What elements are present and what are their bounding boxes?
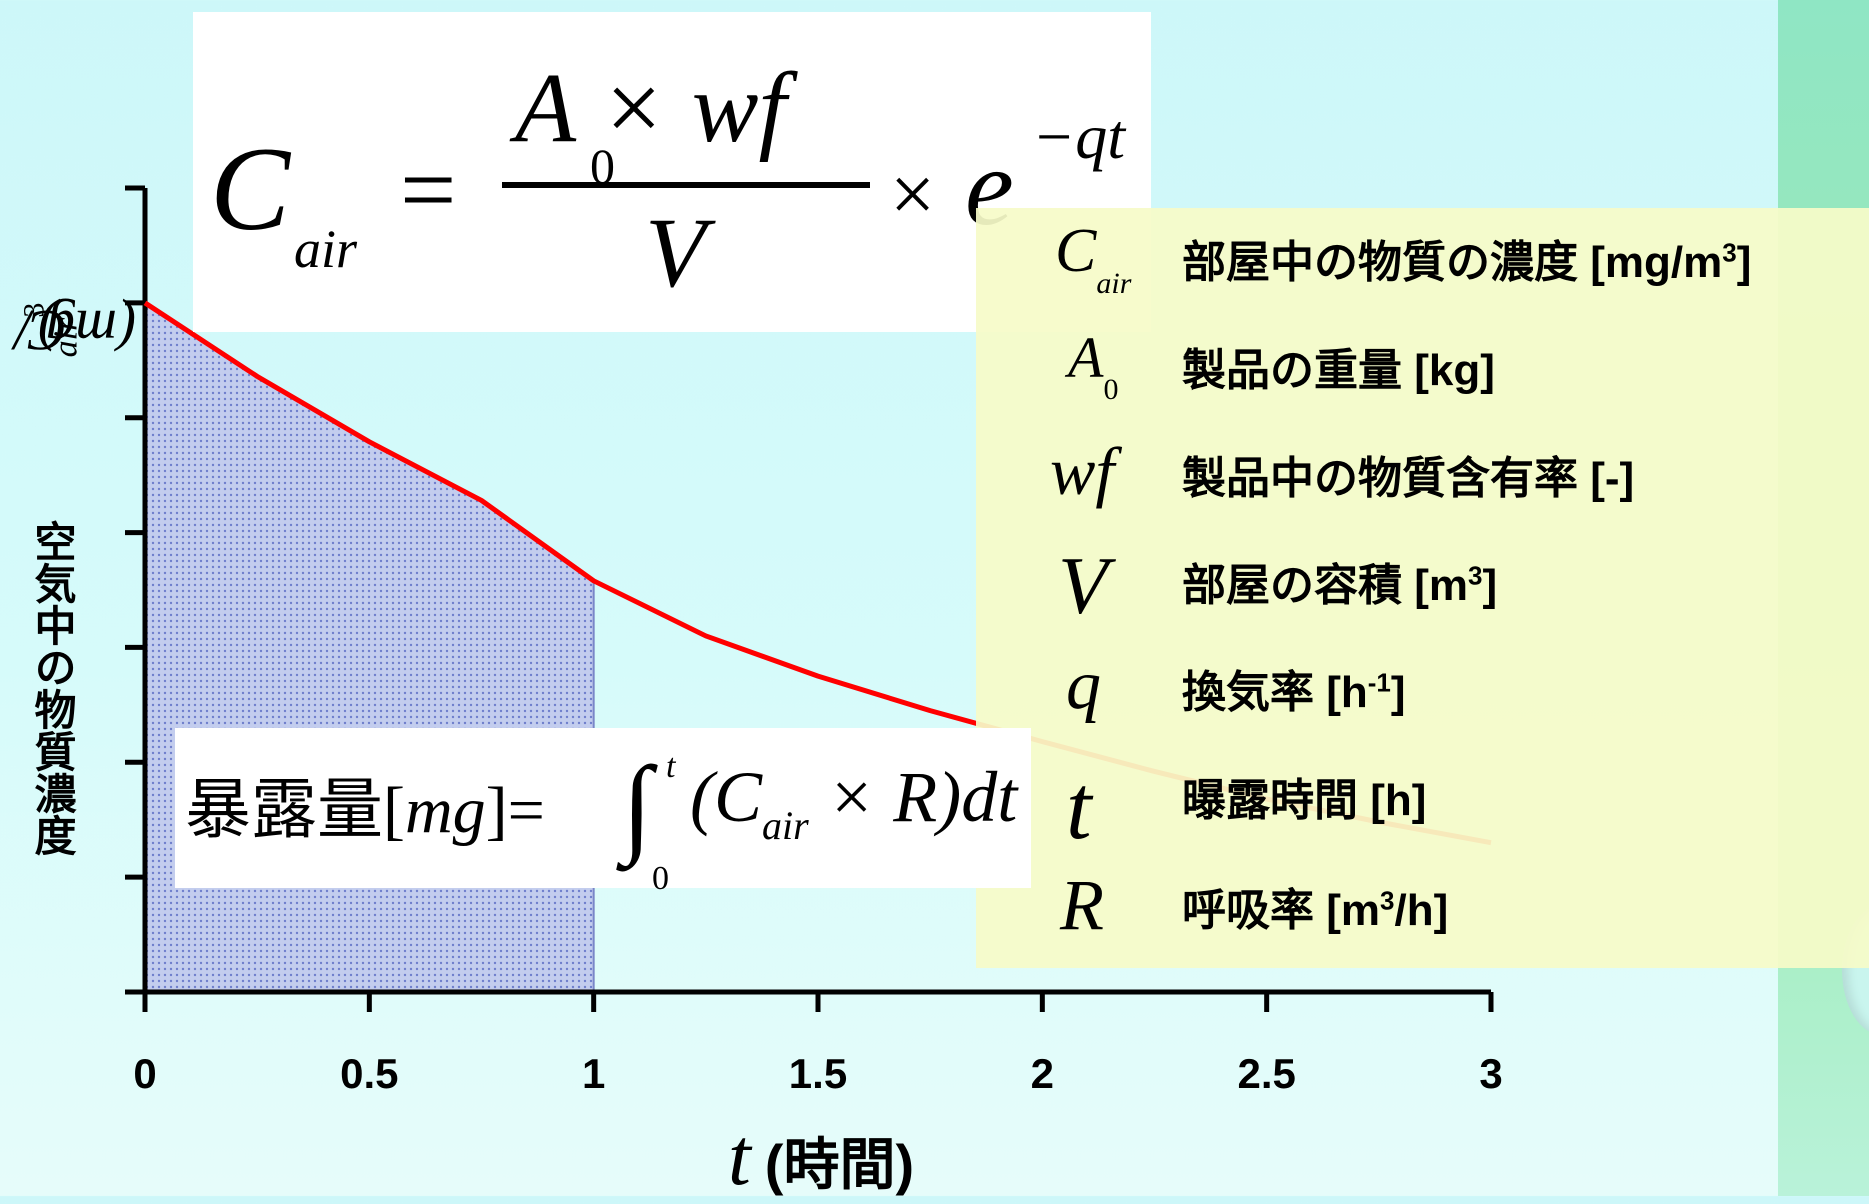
exposure-unit-open: [ [383, 774, 405, 847]
legend-symbol: V [1058, 539, 1108, 633]
legend-text-after: /h] [1394, 886, 1449, 935]
legend-text: 部屋の容積 [m [1182, 561, 1468, 610]
legend-symbol: q [1066, 646, 1101, 726]
legend-symbol: t [1066, 754, 1092, 860]
y-math-close: ) [38, 297, 58, 363]
x-tick-label: 2.5 [1237, 1050, 1295, 1097]
legend-description: 製品の重量 [kg] [1182, 334, 1495, 398]
y-axis-label-math: Cair(mg / m3) [0, 140, 137, 520]
y-math-unit: (mg / m [0, 297, 137, 363]
x-tick-label: 1 [582, 1050, 605, 1097]
legend-symbol-main: V [1058, 540, 1109, 631]
legend-text-sup: -1 [1367, 667, 1391, 698]
legend-text: 呼吸率 [m [1182, 886, 1380, 935]
formula-eq: = [400, 134, 457, 245]
x-tick-label: 0.5 [340, 1050, 398, 1097]
x-tick-labels: 0 0.5 1 1.5 2 2.5 3 [133, 1050, 1502, 1097]
legend-symbol-main: R [1060, 865, 1104, 945]
legend-symbol-sub: air [1096, 267, 1132, 300]
integrand-end: dt [961, 757, 1018, 837]
exposure-formula-lhs: 暴露量[mg]= [185, 756, 545, 852]
exposure-integrand: (Cair × R)dt [690, 756, 1018, 848]
legend-text-after: ] [1482, 561, 1498, 610]
legend-description: 曝露時間 [h] [1182, 764, 1426, 828]
legend-description: 部屋中の物質の濃度 [mg/m3] [1182, 226, 1751, 290]
axes-group [125, 185, 1494, 1012]
legend-symbol: Cair [1055, 216, 1131, 300]
exposure-eq: = [507, 774, 545, 847]
exposure-unit: mg [404, 774, 486, 847]
formula-exponent: −qt [1032, 101, 1125, 172]
legend-symbol-main: A [1068, 325, 1104, 390]
x-tick-label: 1.5 [789, 1050, 847, 1097]
exposure-area-group [145, 302, 595, 992]
legend-symbol-main: wf [1050, 433, 1115, 509]
legend-symbol: R [1060, 864, 1104, 947]
integral-upper: t [666, 748, 676, 785]
formula-times: × [890, 151, 936, 239]
exposure-label: 暴露量 [185, 774, 383, 847]
legend-text-sup: 3 [1722, 237, 1737, 268]
formula-numerator: A × wf [515, 52, 787, 163]
formula-lhs-sub: air [294, 219, 358, 279]
x-axis-label: t (時間) [728, 1110, 914, 1204]
fraction-bar [502, 182, 870, 188]
legend-symbol-main: t [1066, 756, 1092, 858]
integrand-open: (C [690, 757, 762, 837]
x-axis-text: (時間) [764, 1133, 915, 1196]
integral-lower: 0 [652, 860, 669, 897]
legend-text-after: ] [1736, 238, 1752, 287]
x-axis-symbol: t [728, 1111, 751, 1202]
legend-text: 換気率 [h [1182, 668, 1368, 717]
exposure-area [145, 302, 594, 992]
integrand-sub: air [762, 803, 809, 848]
integral-sign: ∫ [622, 744, 653, 866]
legend-symbol-main: C [1055, 217, 1097, 285]
x-tick-label: 2 [1031, 1050, 1054, 1097]
legend-symbol: wf [1050, 432, 1114, 511]
legend-description: 部屋の容積 [m3] [1182, 549, 1497, 613]
legend-text: 部屋中の物質の濃度 [mg/m [1182, 238, 1723, 287]
formula-denominator: V [645, 197, 707, 308]
legend-box [976, 208, 1869, 968]
legend-description: 換気率 [h-1] [1182, 656, 1406, 720]
exposure-formula-box [175, 728, 1031, 888]
legend-text-sup: 3 [1380, 885, 1395, 916]
x-tick-label: 3 [1479, 1050, 1502, 1097]
formula-lhs: C [210, 122, 291, 255]
y-axis-label-japanese: 空気中の物質濃度 [29, 520, 76, 856]
legend-symbol: A0 [1068, 324, 1118, 406]
exposure-unit-close: ] [485, 774, 508, 847]
legend-symbol-sub: 0 [1103, 373, 1119, 406]
legend-description: 呼吸率 [m3/h] [1182, 874, 1448, 938]
legend-text-sup: 3 [1468, 560, 1483, 591]
legend-symbol-main: q [1066, 647, 1101, 724]
legend-text-after: ] [1390, 668, 1406, 717]
x-tick-label: 0 [133, 1050, 156, 1097]
legend-text: 製品中の物質含有率 [-] [1182, 454, 1635, 503]
legend-description: 製品中の物質含有率 [-] [1182, 442, 1634, 506]
legend-text: 曝露時間 [h] [1182, 776, 1427, 825]
legend-text: 製品の重量 [kg] [1182, 346, 1495, 395]
integrand-mid: × R) [808, 757, 962, 837]
